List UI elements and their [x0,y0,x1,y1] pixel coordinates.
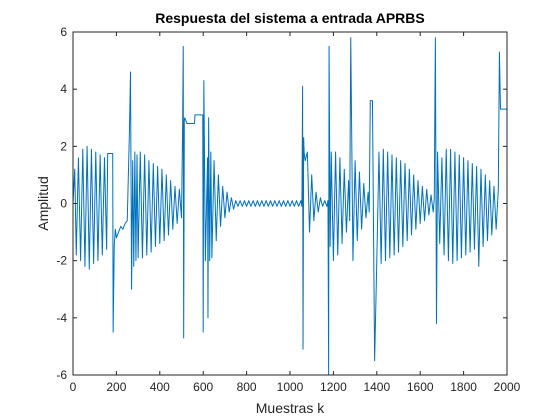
y-tick-label: -6 [56,368,67,382]
y-tick-label: 6 [60,25,67,39]
y-tick-label: 2 [60,139,67,153]
x-tick-label: 1000 [277,380,304,394]
x-tick-label: 2000 [494,380,521,394]
x-tick-label: 1400 [363,380,390,394]
plot-background [73,32,507,375]
y-tick-label: 0 [60,197,67,211]
axes-layer: 0 200 400 600 800 1000 1200 1400 1600 1800 2000 -6 -… [56,25,520,394]
x-tick-label: 600 [193,380,213,394]
x-tick-label: 400 [150,380,170,394]
series-line-1 [72,37,507,376]
x-tick-label: 0 [70,380,77,394]
y-tick-label: -4 [56,311,67,325]
x-tick-label: 200 [106,380,126,394]
x-tick-label: 1600 [407,380,434,394]
x-tick-label: 1800 [450,380,477,394]
y-tick-label: 4 [60,82,67,96]
x-axis-label: Muestras k [256,400,325,416]
series-layer [72,37,507,376]
x-tick-label: 800 [237,380,257,394]
y-tick-label: -2 [56,254,67,268]
y-axis-label: Amplitud [35,176,51,230]
x-tick-label: 1200 [320,380,347,394]
chart-title: Respuesta del sistema a entrada APRBS [155,10,424,26]
